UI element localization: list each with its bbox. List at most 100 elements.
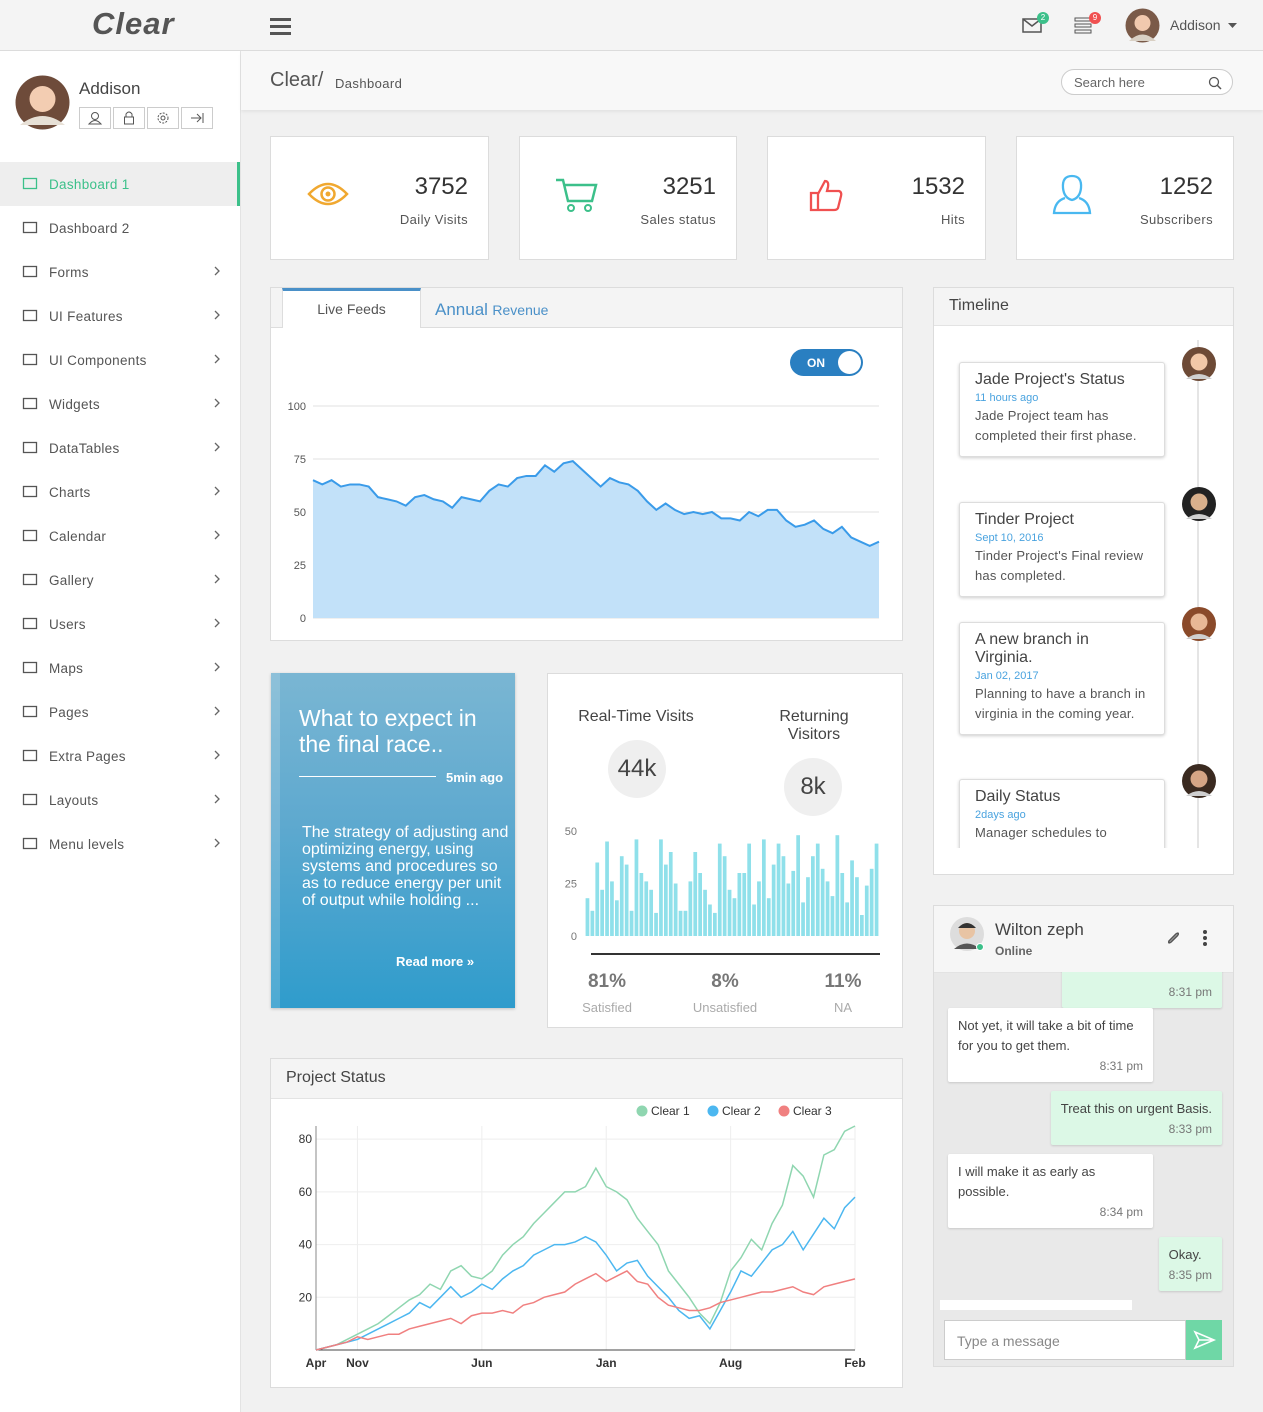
menu-item[interactable]: Pages (0, 690, 240, 734)
menu-item[interactable]: Gallery (0, 558, 240, 602)
menu-item[interactable]: Charts (0, 470, 240, 514)
attach-button[interactable] (1166, 930, 1182, 946)
menu-icon (22, 705, 38, 718)
menu-icon (22, 309, 38, 322)
menu-label[interactable]: Menu levels (49, 837, 125, 852)
chart-baseline (591, 953, 880, 955)
chat-body: Type a message 8:31 pm Not yet, it will t… (934, 972, 1232, 1366)
stat-label: Subscribers (1139, 212, 1213, 227)
chat-message-time: 8:33 pm (1168, 1122, 1212, 1136)
stat-label: Hits (941, 212, 965, 227)
logo[interactable]: Clear (92, 6, 175, 41)
menu-label[interactable]: Extra Pages (49, 749, 126, 764)
stat-card: 3251 Sales status (519, 136, 737, 260)
chat-message-time: 8:31 pm (1099, 1059, 1143, 1073)
menu-label[interactable]: Pages (49, 705, 89, 720)
menu-label[interactable]: Gallery (49, 573, 94, 588)
menu-item[interactable]: Dashboard 1 (0, 162, 240, 206)
thumb-icon (809, 179, 843, 212)
menu-label[interactable]: Widgets (49, 397, 100, 412)
stat-card: 1532 Hits (767, 136, 986, 260)
search-box[interactable]: Search here (1061, 69, 1233, 95)
menu-item[interactable]: Dashboard 2 (0, 206, 240, 250)
user-avatar[interactable] (1125, 8, 1160, 43)
menu-label[interactable]: Maps (49, 661, 84, 676)
menu-label[interactable]: Dashboard 2 (49, 221, 130, 236)
visit-stat-value: 11% (824, 971, 862, 992)
menu-item[interactable]: Forms (0, 250, 240, 294)
profile-name: Addison (79, 79, 141, 98)
timeline-item-time: Sept 10, 2016 (975, 532, 1044, 544)
send-button[interactable] (1186, 1320, 1222, 1360)
chat-message: Okay. 8:35 pm (1158, 1237, 1222, 1291)
list-icon[interactable] (1074, 17, 1092, 34)
menu-item[interactable]: DataTables (0, 426, 240, 470)
timeline-item-title: A new branch in Virginia. (975, 631, 1089, 666)
user-name[interactable]: Addison (1170, 17, 1221, 33)
realtime-value: 44k (608, 740, 666, 798)
menu-item[interactable]: UI Components (0, 338, 240, 382)
tab-revenue: Revenue (492, 302, 549, 318)
menu-label[interactable]: Forms (49, 265, 89, 280)
read-more-text[interactable]: Read more (396, 954, 464, 969)
sidebar: Addison Dashboard 1 Dashboard 2 Forms UI Fe… (0, 51, 241, 1412)
logout-button[interactable] (181, 107, 213, 129)
chat-message: I will make it as early as possible. 8:34… (948, 1154, 1153, 1228)
panel-header (934, 288, 1233, 326)
menu-item[interactable]: Layouts (0, 778, 240, 822)
menu-label[interactable]: Charts (49, 485, 91, 500)
menu-label[interactable]: UI Features (49, 309, 123, 324)
menu-label[interactable]: Dashboard 1 (49, 177, 130, 192)
menu-label[interactable]: Users (49, 617, 86, 632)
timeline-item-time: 2days ago (975, 809, 1026, 821)
timeline-line (1197, 340, 1199, 848)
menu-toggle[interactable] (270, 17, 291, 36)
chat-divider (940, 1300, 1132, 1310)
more-button[interactable] (1202, 929, 1208, 947)
breadcrumb-root[interactable]: Clear/ (270, 69, 324, 91)
menu-icon (22, 661, 38, 674)
chevron (214, 794, 220, 804)
search-placeholder: Search here (1074, 75, 1145, 90)
menu-label[interactable]: UI Components (49, 353, 147, 368)
chat-input[interactable]: Type a message (944, 1320, 1186, 1360)
menu-icon (22, 265, 38, 278)
menu-item[interactable]: Extra Pages (0, 734, 240, 778)
profile-button[interactable] (79, 107, 111, 129)
menu-label[interactable]: Layouts (49, 793, 99, 808)
chevron (214, 398, 220, 408)
menu-icon (22, 353, 38, 366)
chevron (214, 618, 220, 628)
menu-item[interactable]: Calendar (0, 514, 240, 558)
timeline-item-text: Jade Project team has completed their fi… (975, 408, 1137, 443)
menu-item[interactable]: Users (0, 602, 240, 646)
chat-message-time: 8:31 pm (1168, 985, 1212, 999)
timeline-item: Tinder Project Sept 10, 2016 Tinder Projec… (959, 502, 1165, 597)
menu-icon (22, 617, 38, 630)
tab-live-feeds[interactable]: Live Feeds (282, 288, 421, 328)
lock-button[interactable] (113, 107, 145, 129)
menu-item[interactable]: Maps (0, 646, 240, 690)
menu-label[interactable]: DataTables (49, 441, 120, 456)
visit-stat-label: Unsatisfied (692, 1000, 758, 1015)
stat-label: Sales status (640, 212, 716, 227)
chevron (214, 310, 220, 320)
profile-avatar (15, 75, 70, 130)
toggle-switch[interactable]: ON (790, 349, 863, 376)
menu-item[interactable]: Menu levels (0, 822, 240, 866)
list-badge: 9 (1089, 12, 1101, 24)
returning-label: Returning Visitors (779, 708, 849, 743)
menu-label[interactable]: Calendar (49, 529, 107, 544)
settings-button[interactable] (147, 107, 179, 129)
chat-message: Not yet, it will take a bit of time for … (948, 1008, 1153, 1082)
read-more[interactable]: Read more » (396, 954, 475, 969)
menu-icon (22, 177, 38, 190)
menu-item[interactable]: UI Features (0, 294, 240, 338)
promo-body: The strategy of adjusting and optimizing… (302, 824, 509, 909)
menu-item[interactable]: Widgets (0, 382, 240, 426)
timeline-item: A new branch in Virginia. Jan 02, 2017 Pla… (959, 622, 1165, 735)
tab-annual-revenue[interactable]: Annual Revenue (435, 300, 548, 320)
menu-icon (22, 793, 38, 806)
panel-title: Project Status (286, 1069, 386, 1086)
